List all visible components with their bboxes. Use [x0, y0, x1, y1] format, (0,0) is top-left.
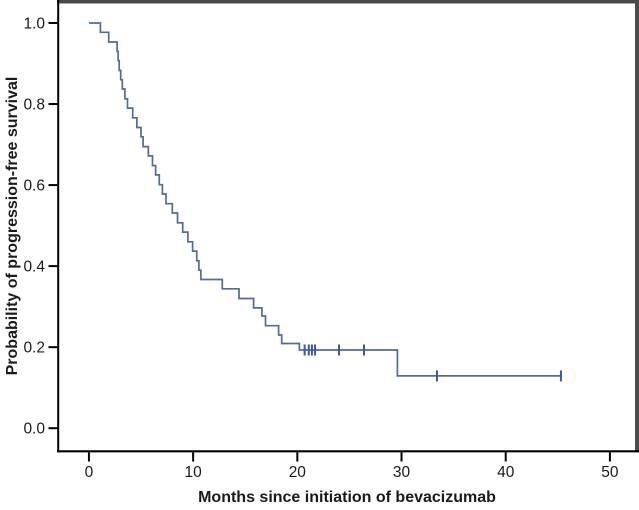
- x-tick-label: 40: [497, 464, 515, 481]
- y-tick-label: 0.2: [23, 340, 45, 357]
- x-tick-label: 20: [289, 464, 307, 481]
- survival-curve-layer: [88, 22, 562, 382]
- axis-ticks: 0 10 20 30 40 50 0.0 0.2 0.4 0.6 0.8 1.0: [23, 15, 618, 481]
- plot-frame: [57, 0, 639, 453]
- x-tick-label: 30: [393, 464, 411, 481]
- y-tick-label: 0.8: [23, 97, 45, 114]
- x-tick-label: 50: [601, 464, 619, 481]
- y-tick-label: 1.0: [23, 15, 45, 32]
- y-tick-label: 0.4: [23, 259, 45, 276]
- y-axis-title: Probability of progression-free survival: [4, 77, 21, 376]
- x-tick-label: 0: [85, 464, 94, 481]
- y-tick-label: 0.0: [23, 421, 45, 438]
- y-tick-label: 0.6: [23, 178, 45, 195]
- x-tick-label: 10: [185, 464, 203, 481]
- x-axis-title: Months since initiation of bevacizumab: [198, 489, 496, 506]
- km-survival-curve: [88, 22, 562, 377]
